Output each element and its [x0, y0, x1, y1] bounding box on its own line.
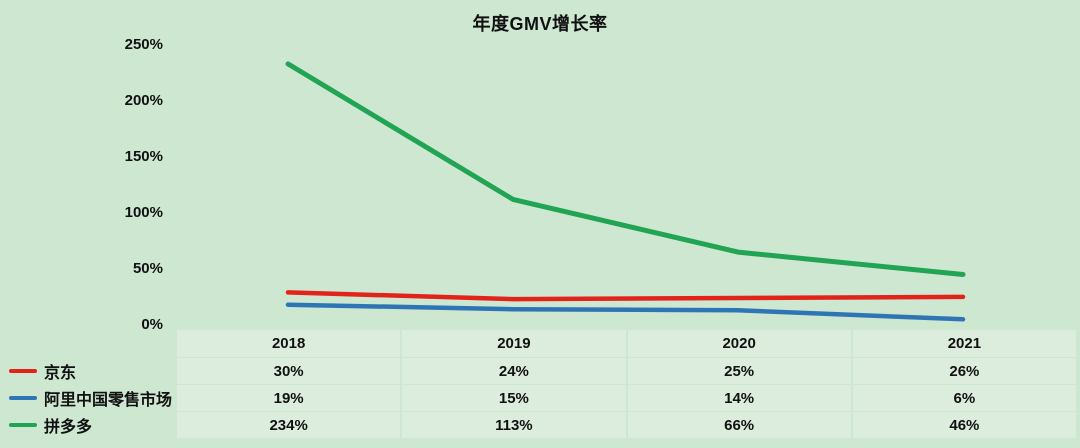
legend-label-ali: 阿里中国零售市场: [44, 392, 173, 409]
legend-label-jd: 京东: [44, 365, 77, 382]
value-cell-jd-2019: 24%: [402, 358, 626, 384]
value-cell-ali-2021: 6%: [852, 385, 1076, 411]
year-header-cell: 2019: [402, 330, 626, 357]
legend-corner-spacer: [0, 330, 175, 357]
legend-item-ali: 阿里中国零售市场: [0, 385, 175, 411]
value-cell-ali-2019: 15%: [402, 385, 626, 411]
legend-line-swatch-jd-icon: [9, 369, 37, 373]
value-cell-ali-2020: 14%: [627, 385, 851, 411]
legend-item-jd: 京东: [0, 358, 175, 384]
value-cell-ali-2018: 19%: [177, 385, 401, 411]
legend-line-swatch-pdd-icon: [9, 423, 37, 427]
series-line-jd: [285, 290, 966, 302]
series-line-ali: [285, 302, 966, 322]
y-axis-tick-label: 0%: [141, 316, 163, 333]
value-cell-pdd-2021: 46%: [852, 412, 1076, 438]
y-axis-tick-label: 250%: [124, 36, 163, 53]
value-cell-jd-2021: 26%: [852, 358, 1076, 384]
y-axis-tick-label: 100%: [124, 204, 163, 221]
year-header-cell: 2018: [177, 330, 401, 357]
y-axis-tick-label: 200%: [124, 92, 163, 109]
y-axis-tick-label: 50%: [132, 260, 163, 277]
data-table: 2018 2019 2020 2021 京东 30% 24% 25% 26% 阿…: [0, 330, 1076, 438]
year-header-cell: 2020: [627, 330, 851, 357]
value-cell-pdd-2018: 234%: [177, 412, 401, 438]
value-cell-pdd-2019: 113%: [402, 412, 626, 438]
value-cell-jd-2020: 25%: [627, 358, 851, 384]
legend-label-pdd: 拼多多: [44, 419, 93, 436]
value-cell-pdd-2020: 66%: [627, 412, 851, 438]
year-header-cell: 2021: [852, 330, 1076, 357]
series-line-pdd: [285, 61, 966, 277]
chart-title: 年度GMV增长率: [472, 14, 608, 34]
y-axis-tick-label: 150%: [124, 148, 163, 165]
value-cell-jd-2018: 30%: [177, 358, 401, 384]
legend-item-pdd: 拼多多: [0, 412, 175, 438]
legend-line-swatch-ali-icon: [9, 396, 37, 400]
